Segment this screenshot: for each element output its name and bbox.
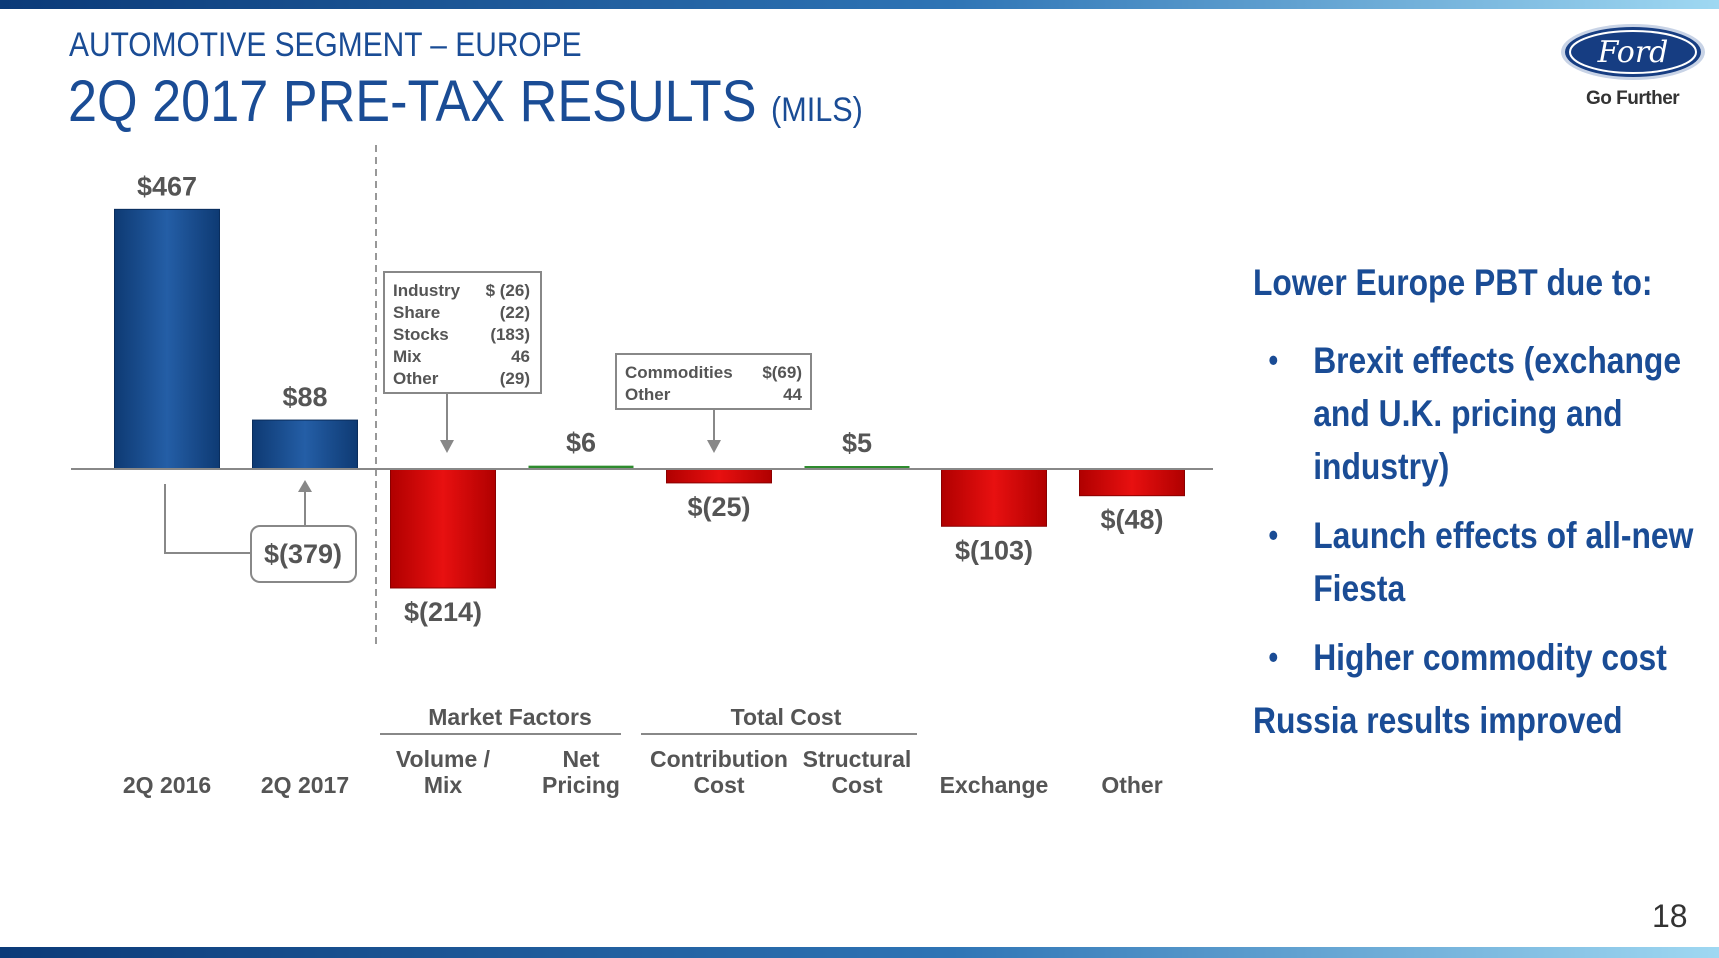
logo-tagline: Go Further <box>1586 88 1680 109</box>
bottom-gradient-bar <box>0 947 1719 958</box>
breakdown-item-value: (22) <box>500 303 530 322</box>
commentary-footer: Russia results improved <box>1253 700 1623 741</box>
breakdown-item-value: $(69) <box>762 363 802 382</box>
breakdown-item-label: Other <box>393 369 439 388</box>
value-label: $5 <box>842 428 872 458</box>
change-callout-box <box>250 525 357 583</box>
value-label: $(214) <box>404 597 482 627</box>
breakdown-item-label: Share <box>393 303 440 322</box>
breakdown-box-contribution-cost <box>615 353 812 410</box>
value-label: $(103) <box>955 535 1033 565</box>
category-label: Contribution <box>650 746 788 772</box>
value-label: $(25) <box>687 492 750 522</box>
bar-volume-mix <box>390 468 496 589</box>
breakdown-item-label: Stocks <box>393 325 449 344</box>
breakdown-box-volume-mix <box>383 271 542 394</box>
breakdown-item-label: Other <box>625 385 671 404</box>
bullet-item: Higher commodity cost <box>1253 631 1719 684</box>
category-label: 2Q 2016 <box>123 772 211 798</box>
bar-2q-2016 <box>114 208 220 470</box>
bar-other <box>1079 468 1185 497</box>
bar-net-pricing <box>528 465 634 469</box>
value-label: $(48) <box>1100 505 1163 535</box>
breakdown-item-label: Commodities <box>625 363 733 382</box>
unit-label: (MILS) <box>771 91 863 129</box>
bar-contribution-cost <box>666 468 772 484</box>
change-callout-value: $(379) <box>264 539 342 569</box>
top-gradient-bar <box>0 0 1719 9</box>
breakdown-item-value: 46 <box>511 347 530 366</box>
breakdown-item-value: (29) <box>500 369 530 388</box>
group-label-total-cost: Total Cost <box>731 704 842 730</box>
category-label: Pricing <box>542 772 620 798</box>
category-label: Cost <box>831 772 882 798</box>
breakdown-item-value: (183) <box>490 325 530 344</box>
category-label: Cost <box>693 772 744 798</box>
callout-connector <box>164 484 251 554</box>
commentary: Lower Europe PBT due to: Brexit effects … <box>1253 262 1719 742</box>
category-label: Mix <box>424 772 463 798</box>
category-label: 2Q 2017 <box>261 772 349 798</box>
bar-structural-cost <box>804 466 910 469</box>
bar-exchange <box>941 468 1047 527</box>
bar-2q-2017 <box>252 419 358 470</box>
arrow-down-icon <box>440 440 454 453</box>
arrow-up-icon <box>298 480 312 492</box>
group-label-market-factors: Market Factors <box>428 704 592 730</box>
arrow-down-icon <box>707 440 721 453</box>
breakdown-item-value: $ (26) <box>486 281 530 300</box>
commentary-heading: Lower Europe PBT due to: <box>1253 262 1653 303</box>
category-label: Structural <box>803 746 912 772</box>
title-text: 2Q 2017 PRE-TAX RESULTS <box>68 69 757 134</box>
breakdown-item-label: Industry <box>393 281 461 300</box>
category-label: Other <box>1101 772 1162 798</box>
category-label: Volume / <box>396 746 491 772</box>
bullet-item: Launch effects of all-new Fiesta <box>1253 509 1719 615</box>
page-number: 18 <box>1652 898 1688 934</box>
svg-text:Ford: Ford <box>1597 35 1669 70</box>
value-label: $6 <box>566 428 596 458</box>
bullet-item: Brexit effects (exchange and U.K. pricin… <box>1253 334 1719 493</box>
commentary-list: Brexit effects (exchange and U.K. pricin… <box>1253 334 1719 684</box>
value-label: $88 <box>282 382 327 412</box>
section-title: AUTOMOTIVE SEGMENT – EUROPE <box>69 26 582 64</box>
ford-logo: Ford <box>1561 24 1705 80</box>
breakdown-item-label: Mix <box>393 347 422 366</box>
category-label: Net <box>562 746 599 772</box>
category-label: Exchange <box>940 772 1049 798</box>
breakdown-item-value: 44 <box>783 385 802 404</box>
page-title: 2Q 2017 PRE-TAX RESULTS (MILS) <box>68 68 863 135</box>
value-label: $467 <box>137 171 197 201</box>
